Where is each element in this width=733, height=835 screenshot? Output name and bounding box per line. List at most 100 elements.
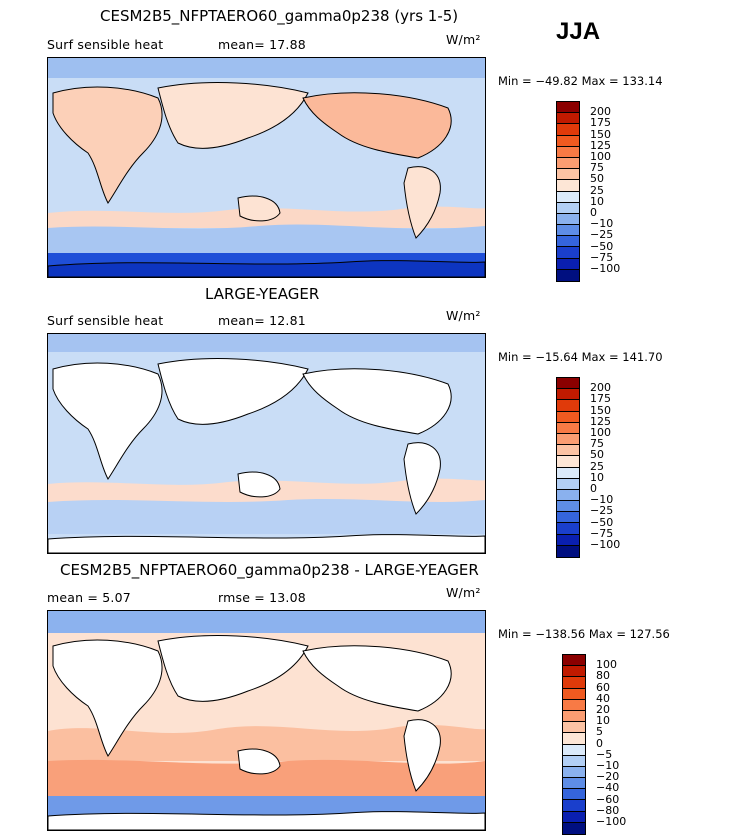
panel-3-mean-label: mean = 5.07 — [47, 590, 131, 605]
colorbar-swatch — [557, 433, 579, 446]
colorbar-swatch — [563, 666, 585, 678]
colorbar-tick-label: −100 — [596, 815, 627, 828]
colorbar-swatch — [557, 489, 579, 502]
colorbar-swatch — [557, 157, 579, 170]
colorbar-swatch — [563, 733, 585, 745]
colorbar-tick-label: 50 — [590, 448, 604, 462]
panel-2-title: LARGE-YEAGER — [205, 285, 320, 303]
colorbar-tick-label: 80 — [596, 669, 610, 683]
colorbar-swatch — [557, 411, 579, 423]
colorbar-tick-label: −20 — [596, 770, 620, 784]
colorbar-swatch — [557, 169, 579, 181]
colorbar-tick-label: −50 — [590, 239, 614, 253]
colorbar-tick-label: −60 — [596, 792, 620, 806]
colorbar-tick-label: 0 — [590, 206, 597, 219]
colorbar-swatch — [557, 445, 579, 457]
colorbar-swatch — [563, 766, 585, 779]
colorbar-swatch — [563, 800, 585, 812]
colorbar-swatch — [563, 699, 585, 711]
colorbar-tick-label: −10 — [590, 493, 614, 507]
colorbar-tick-label: 0 — [590, 482, 597, 495]
colorbar-swatch — [557, 225, 579, 237]
panel-2-mean-label: mean= 12.81 — [218, 313, 306, 328]
colorbar-swatch — [563, 811, 585, 823]
colorbar-tick-label: 125 — [590, 138, 611, 152]
panel-2-map — [47, 333, 486, 554]
colorbar-tick-label: −40 — [596, 781, 620, 795]
colorbar-tick-label: 0 — [596, 736, 603, 750]
colorbar-swatch — [557, 501, 579, 513]
colorbar-tick-label: 10 — [596, 714, 610, 728]
colorbar-tick-label: 25 — [590, 459, 604, 473]
colorbar-tick-label: 100 — [590, 150, 611, 163]
colorbar-tick-label: −50 — [590, 515, 614, 529]
colorbar-swatch — [557, 124, 579, 136]
colorbar-tick-label: −25 — [590, 504, 614, 518]
colorbar-swatch — [557, 400, 579, 412]
colorbar-tick-label: 60 — [596, 680, 610, 694]
colorbar-tick-label: −100 — [590, 262, 621, 275]
colorbar-tick-label: −10 — [596, 759, 620, 772]
colorbar-swatch — [563, 677, 585, 689]
colorbar-tick-label: 125 — [590, 414, 611, 428]
colorbar-swatch — [557, 258, 579, 270]
panel-1-variable-label: Surf sensible heat — [47, 37, 164, 52]
colorbar-tick-label: −80 — [596, 803, 620, 817]
colorbar-swatch — [557, 202, 579, 214]
colorbar-tick-label: −5 — [596, 747, 613, 761]
colorbar-swatch — [563, 722, 585, 734]
panel-1-units: W/m² — [446, 32, 481, 47]
colorbar-swatch — [557, 545, 579, 557]
colorbar-swatch — [557, 135, 579, 147]
panel-3-colorbar — [562, 654, 586, 835]
colorbar-swatch — [557, 236, 579, 248]
colorbar-swatch — [557, 422, 579, 434]
colorbar-tick-label: −100 — [590, 538, 621, 551]
colorbar-swatch — [557, 180, 579, 192]
panel-3-rmse-label: rmse = 13.08 — [218, 590, 306, 605]
colorbar-swatch — [557, 534, 579, 546]
colorbar-tick-label: 100 — [590, 426, 611, 439]
colorbar-tick-label: 150 — [590, 403, 611, 417]
panel-3-minmax: Min = −138.56 Max = 127.56 — [498, 627, 670, 641]
colorbar-tick-label: 25 — [590, 183, 604, 197]
colorbar-tick-label: 5 — [596, 725, 603, 739]
colorbar-swatch — [557, 113, 579, 125]
colorbar-swatch — [557, 467, 579, 479]
colorbar-swatch — [557, 269, 579, 281]
colorbar-swatch — [563, 789, 585, 801]
colorbar-swatch — [557, 456, 579, 468]
colorbar-swatch — [563, 688, 585, 700]
panel-1-map — [47, 57, 486, 278]
colorbar-tick-label: 150 — [590, 127, 611, 141]
colorbar-swatch — [557, 378, 579, 390]
colorbar-swatch — [563, 778, 585, 790]
colorbar-tick-label: −75 — [590, 526, 614, 540]
colorbar-tick-label: 20 — [596, 703, 610, 716]
panel-2-minmax: Min = −15.64 Max = 141.70 — [498, 350, 663, 364]
panel-2-units: W/m² — [446, 308, 481, 323]
panel-2-colorbar — [556, 377, 580, 558]
colorbar-swatch — [563, 822, 585, 834]
colorbar-tick-label: 50 — [590, 172, 604, 186]
colorbar-tick-label: −75 — [590, 250, 614, 264]
colorbar-tick-label: 200 — [590, 105, 611, 119]
colorbar-swatch — [563, 744, 585, 756]
panel-1-title: CESM2B5_NFPTAERO60_gamma0p238 (yrs 1-5) — [100, 7, 459, 25]
colorbar-swatch — [563, 710, 585, 723]
panel-3-units: W/m² — [446, 585, 481, 600]
colorbar-tick-label: 75 — [590, 161, 604, 175]
colorbar-tick-label: 10 — [590, 194, 604, 208]
colorbar-swatch — [557, 523, 579, 535]
colorbar-swatch — [557, 478, 579, 490]
colorbar-swatch — [563, 755, 585, 767]
colorbar-tick-label: 175 — [590, 392, 611, 406]
colorbar-tick-label: −25 — [590, 228, 614, 242]
colorbar-tick-label: −10 — [590, 217, 614, 231]
colorbar-swatch — [557, 512, 579, 524]
colorbar-swatch — [557, 213, 579, 226]
panel-1-minmax: Min = −49.82 Max = 133.14 — [498, 74, 663, 88]
colorbar-swatch — [557, 389, 579, 401]
colorbar-swatch — [557, 247, 579, 259]
panel-3-title: CESM2B5_NFPTAERO60_gamma0p238 - LARGE-YE… — [60, 561, 479, 579]
